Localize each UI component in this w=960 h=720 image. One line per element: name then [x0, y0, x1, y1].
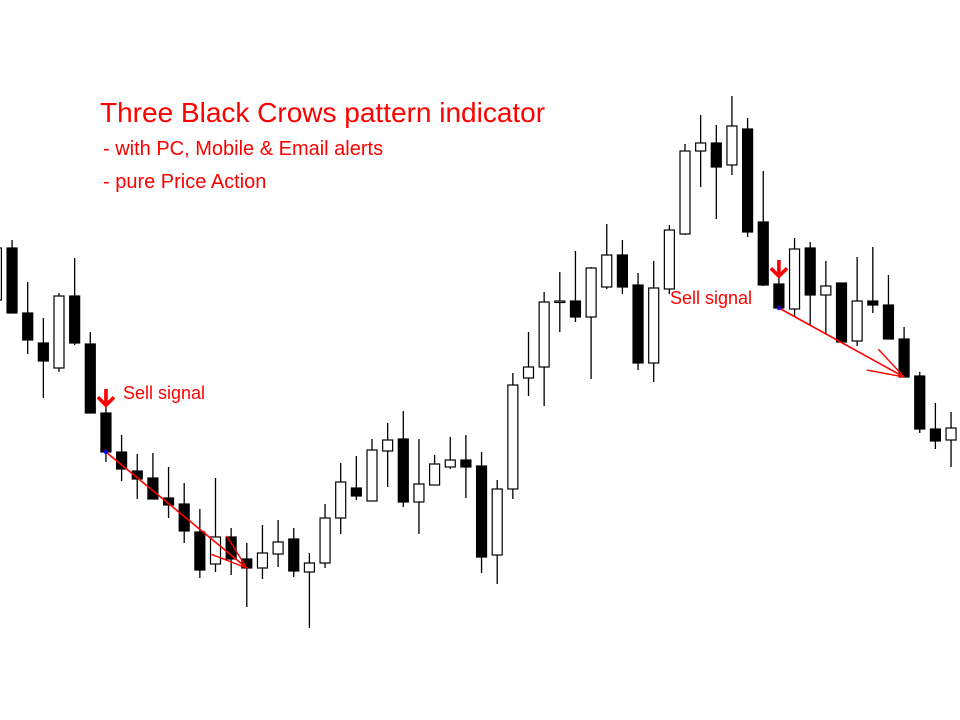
bullish-candle: [820, 285, 832, 296]
bullish-candle: [335, 481, 347, 519]
bearish-candle: [757, 221, 769, 286]
bearish-candle: [178, 503, 190, 532]
bullish-candle: [491, 488, 503, 556]
chart-title: Three Black Crows pattern indicator: [100, 97, 546, 128]
bearish-candle: [867, 300, 879, 306]
bearish-candle: [69, 295, 81, 344]
bullish-candle: [256, 552, 269, 569]
sell-arrow-icon: [769, 260, 789, 279]
bearish-candle: [616, 254, 629, 288]
bearish-candle: [835, 282, 848, 343]
bullish-candle: [272, 541, 284, 555]
bullish-candle: [303, 562, 315, 573]
signal-start-marker: [103, 450, 108, 454]
bearish-candle: [914, 375, 926, 430]
signal-arrowhead: [211, 553, 248, 569]
bearish-candle: [225, 536, 237, 560]
bearish-candle: [632, 284, 644, 364]
bullish-candle: [648, 287, 660, 364]
bearish-candle: [804, 247, 816, 296]
bullish-candle: [319, 517, 331, 564]
bearish-candle: [898, 338, 910, 378]
signal-start-marker: [776, 306, 781, 310]
bearish-candle: [741, 128, 754, 233]
bullish-candle: [851, 300, 863, 342]
bearish-candle: [929, 428, 942, 442]
bullish-candle: [788, 248, 801, 310]
signal-trend-line: [778, 307, 905, 378]
bearish-candle: [115, 451, 128, 470]
bearish-candle: [773, 283, 785, 309]
bullish-candle: [366, 449, 378, 502]
bullish-candle: [0, 247, 2, 301]
bullish-candle: [507, 384, 519, 490]
bullish-candle: [726, 125, 738, 166]
bearish-candle: [37, 342, 49, 362]
bearish-candle: [131, 470, 143, 480]
sell-signal-label-1: Sell signal: [123, 383, 206, 403]
bearish-candle: [194, 531, 206, 571]
bearish-candle: [460, 459, 472, 468]
bearish-candle: [100, 412, 112, 453]
bullish-candle: [429, 463, 441, 486]
bearish-candle: [350, 487, 362, 497]
bearish-candle: [147, 477, 159, 500]
bullish-candle: [695, 142, 707, 152]
bullish-candle: [679, 150, 691, 235]
bullish-candle: [554, 300, 566, 304]
bearish-candle: [882, 304, 895, 340]
sell-signal-label-2: Sell signal: [670, 288, 753, 308]
bullish-candle: [601, 254, 613, 288]
bearish-candle: [162, 497, 175, 506]
bullish-candle: [663, 229, 675, 290]
chart-subtitle-price-action: - pure Price Action: [103, 171, 267, 193]
signal-arrowhead: [877, 348, 905, 378]
bullish-candle: [444, 459, 456, 468]
bullish-candle: [382, 439, 394, 452]
bearish-candle: [6, 247, 18, 314]
bullish-candle: [945, 427, 957, 441]
signal-trend-line: [105, 451, 248, 569]
chart-subtitle-alerts: - with PC, Mobile & Email alerts: [103, 138, 384, 160]
bullish-candle: [585, 267, 597, 318]
bullish-candle: [522, 366, 535, 379]
bullish-candle: [538, 301, 550, 368]
bullish-candle: [53, 295, 65, 369]
sell-arrow-icon: [96, 389, 116, 408]
bearish-candle: [288, 538, 300, 572]
bearish-candle: [569, 300, 582, 318]
bearish-candle: [22, 312, 34, 341]
bearish-candle: [397, 438, 409, 503]
bullish-candle: [413, 483, 425, 503]
signal-arrowhead: [225, 535, 248, 569]
signal-arrowhead: [866, 369, 905, 378]
bearish-candle: [475, 465, 488, 558]
bearish-candle: [710, 142, 722, 168]
bearish-candle: [84, 343, 96, 414]
bullish-candle: [209, 536, 222, 565]
